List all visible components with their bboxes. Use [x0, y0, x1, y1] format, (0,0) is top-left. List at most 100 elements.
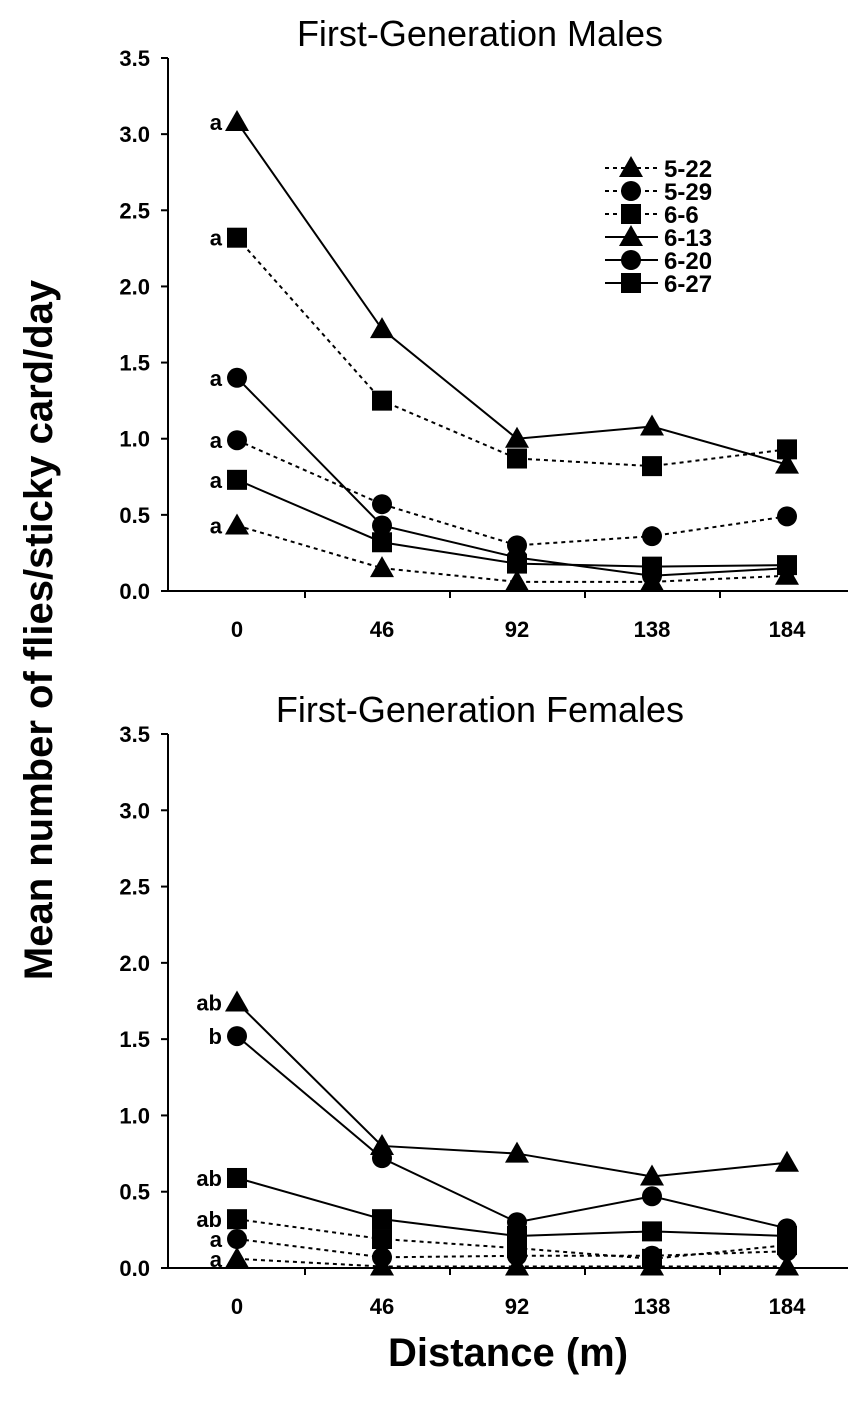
data-point-6-20 — [642, 1186, 662, 1207]
x-tick-label: 138 — [634, 1294, 671, 1319]
y-tick-label: 2.5 — [119, 198, 150, 223]
data-point-6-6 — [642, 1248, 662, 1269]
panel-males: First-Generation Males 0.0 0.5 1.0 1.5 2.0 2.5… — [119, 13, 848, 642]
legend-label: 6-6 — [664, 202, 699, 229]
data-point-6-27 — [507, 1225, 527, 1246]
data-point-5-29 — [642, 526, 662, 547]
significance-letter: a — [210, 514, 223, 539]
data-point-6-6 — [227, 1209, 247, 1230]
legend-label: 6-27 — [664, 271, 712, 298]
legend-marker — [621, 204, 641, 224]
series-line-5-22 — [236, 524, 788, 583]
x-tick-label: 0 — [231, 617, 243, 642]
data-point-5-29 — [777, 506, 797, 527]
y-tick-label: 0.5 — [119, 503, 150, 528]
data-point-5-29 — [227, 1229, 247, 1250]
significance-letter: a — [210, 1227, 223, 1252]
series-line-6-20 — [236, 1035, 788, 1230]
x-axis-label: Distance (m) — [388, 1331, 628, 1375]
data-point-5-22 — [775, 1254, 799, 1276]
legend-marker — [619, 156, 643, 177]
y-tick-label: 0.0 — [119, 1256, 150, 1281]
data-point-6-13 — [225, 990, 249, 1012]
data-point-6-13 — [370, 1133, 394, 1155]
significance-letter: ab — [196, 991, 222, 1016]
data-point-6-6 — [642, 456, 662, 477]
data-point-5-29 — [372, 494, 392, 515]
y-tick-label: 1.5 — [119, 1027, 150, 1052]
data-point-6-13 — [640, 1164, 664, 1186]
legend-marker — [621, 250, 641, 270]
y-tick-label: 1.5 — [119, 351, 150, 376]
significance-letter: a — [210, 226, 223, 251]
data-point-5-29 — [372, 1247, 392, 1268]
significance-letter: b — [209, 1024, 222, 1049]
data-point-6-13 — [370, 317, 394, 339]
y-tick-label: 1.0 — [119, 1103, 150, 1128]
panel-females: First-Generation Females 0.0 0.5 1.0 1.5 2.0 2… — [119, 689, 848, 1319]
data-point-6-27 — [227, 1167, 247, 1188]
y-tick-label: 2.0 — [119, 274, 150, 299]
data-point-6-13 — [505, 426, 529, 448]
data-point-6-27 — [507, 553, 527, 574]
data-point-6-27 — [372, 1209, 392, 1230]
legend-label: 5-22 — [664, 156, 712, 183]
data-point-6-13 — [775, 452, 799, 474]
data-point-6-6 — [372, 390, 392, 411]
data-point-5-29 — [227, 430, 247, 451]
y-tick-label: 0.0 — [119, 579, 150, 604]
significance-letter: a — [210, 366, 223, 391]
data-point-6-6 — [507, 448, 527, 469]
significance-letter: ab — [196, 1207, 222, 1232]
significance-letter: a — [210, 428, 223, 453]
x-tick-label: 92 — [505, 1294, 529, 1319]
significance-letter: a — [210, 110, 223, 135]
y-tick-label: 3.5 — [119, 722, 150, 747]
data-point-6-20 — [227, 1026, 247, 1047]
legend-label: 6-13 — [664, 225, 712, 252]
x-tick-label: 184 — [769, 1294, 806, 1319]
data-point-6-27 — [227, 469, 247, 490]
legend-label: 5-29 — [664, 179, 712, 206]
data-point-6-13 — [640, 414, 664, 436]
data-point-6-13 — [225, 109, 249, 131]
data-point-6-13 — [775, 1150, 799, 1172]
legend-marker — [621, 181, 641, 201]
chart-title: First-Generation Females — [276, 689, 684, 730]
data-point-6-20 — [227, 367, 247, 388]
data-point-6-13 — [505, 1141, 529, 1163]
y-tick-label: 3.0 — [119, 122, 150, 147]
data-point-6-27 — [372, 532, 392, 553]
x-tick-label: 138 — [634, 617, 671, 642]
significance-letter: a — [210, 1247, 223, 1272]
data-point-6-27 — [642, 556, 662, 577]
legend-marker — [619, 225, 643, 246]
data-point-6-20 — [372, 515, 392, 536]
y-tick-label: 3.0 — [119, 798, 150, 823]
data-point-6-27 — [777, 555, 797, 576]
chart-title: First-Generation Males — [297, 13, 663, 54]
data-point-6-6 — [227, 227, 247, 248]
x-tick-label: 184 — [769, 617, 806, 642]
legend-marker — [621, 273, 641, 293]
x-tick-label: 92 — [505, 617, 529, 642]
data-point-6-27 — [642, 1221, 662, 1242]
data-point-6-20 — [372, 1148, 392, 1169]
data-point-6-27 — [777, 1225, 797, 1246]
significance-letter: ab — [196, 1166, 222, 1191]
legend-label: 6-20 — [664, 248, 712, 275]
data-point-5-22 — [225, 1246, 249, 1268]
y-tick-label: 2.0 — [119, 951, 150, 976]
y-tick-label: 0.5 — [119, 1180, 150, 1205]
data-point-5-22 — [225, 513, 249, 535]
legend: 5-225-296-66-136-206-27 — [605, 156, 712, 298]
data-point-5-22 — [505, 569, 529, 591]
x-tick-label: 46 — [370, 1294, 394, 1319]
data-point-6-6 — [777, 439, 797, 460]
y-axis-label: Mean number of flies/sticky card/day — [17, 279, 61, 980]
y-tick-label: 3.5 — [119, 46, 150, 71]
y-tick-label: 1.0 — [119, 427, 150, 452]
significance-letter: a — [210, 468, 223, 493]
data-point-6-6 — [372, 1229, 392, 1250]
